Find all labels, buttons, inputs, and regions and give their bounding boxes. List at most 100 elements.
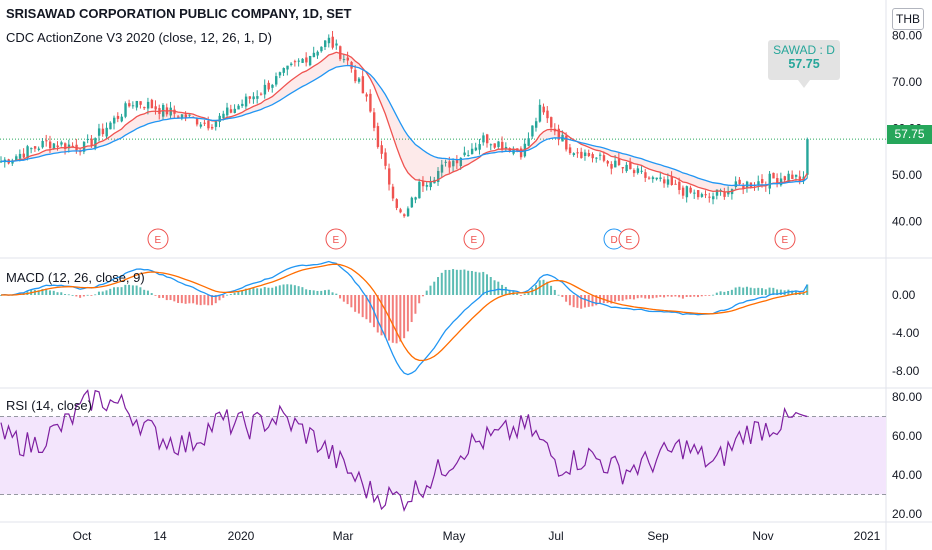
- candle-body: [437, 170, 440, 182]
- macd-bar: [169, 295, 172, 301]
- time-tick-label: Oct: [73, 529, 92, 543]
- candle-body: [357, 78, 361, 82]
- candle-body: [67, 144, 71, 149]
- candle-body: [776, 178, 779, 184]
- macd-bar: [48, 290, 51, 295]
- macd-bar: [550, 285, 553, 295]
- macd-bar: [670, 295, 673, 297]
- candle-body: [109, 122, 112, 130]
- macd-bar: [595, 295, 598, 306]
- candle-body: [723, 192, 726, 197]
- candle-body: [282, 68, 285, 73]
- earnings-marker-letter: E: [333, 235, 340, 246]
- macd-bar: [745, 286, 748, 295]
- macd-bar: [761, 288, 764, 295]
- tag-value: 57.75: [788, 57, 820, 71]
- macd-bar: [139, 287, 142, 295]
- candle-body: [659, 177, 662, 179]
- macd-bar: [648, 295, 650, 299]
- macd-bar: [158, 295, 161, 299]
- candle-body: [410, 197, 414, 208]
- candle-body: [406, 208, 410, 217]
- candle-body: [651, 177, 655, 180]
- macd-bar: [779, 289, 782, 295]
- candle-body: [444, 161, 447, 163]
- candle-body: [308, 55, 312, 66]
- candle-body: [486, 134, 489, 144]
- candle-body: [312, 52, 316, 58]
- macd-bar: [742, 287, 745, 295]
- macd-bar: [339, 295, 342, 299]
- earnings-marker-letter: E: [471, 235, 478, 246]
- macd-bar: [523, 293, 526, 295]
- candle-body: [267, 82, 270, 90]
- rsi-tick-label: 80.00: [892, 390, 922, 404]
- candle-body: [26, 146, 29, 159]
- candle-body: [644, 172, 647, 178]
- macd-bar: [734, 287, 737, 295]
- candle-body: [327, 37, 331, 44]
- macd-bar: [753, 288, 756, 295]
- macd-bar: [365, 295, 368, 320]
- candle-body: [222, 113, 225, 119]
- macd-histogram: [0, 269, 809, 344]
- macd-bar: [663, 295, 666, 298]
- candle-body: [263, 84, 267, 95]
- macd-bar: [452, 269, 455, 295]
- candle-body: [105, 127, 108, 137]
- candle-body: [610, 164, 613, 169]
- macd-bar: [674, 295, 677, 297]
- candle-body: [617, 158, 621, 166]
- candle-body: [241, 103, 244, 106]
- candle-body: [478, 144, 481, 150]
- candle-body: [64, 143, 67, 149]
- macd-bar: [346, 295, 349, 305]
- candle-body: [18, 153, 22, 159]
- macd-bar: [192, 295, 195, 304]
- candle-body: [421, 181, 425, 187]
- candle-body: [248, 96, 252, 99]
- macd-bar: [86, 294, 89, 296]
- candle-body: [286, 65, 289, 70]
- macd-bar: [519, 295, 522, 296]
- candle-body: [97, 128, 101, 136]
- candle-body: [56, 145, 59, 148]
- macd-bar: [342, 295, 345, 302]
- macd-bar: [350, 295, 353, 308]
- candle-body: [403, 214, 406, 217]
- macd-bar: [433, 281, 436, 295]
- macd-bar: [418, 295, 421, 304]
- macd-bar: [282, 284, 285, 295]
- candle-body: [459, 157, 463, 167]
- macd-bar: [406, 295, 409, 332]
- earnings-marker-icon: [618, 228, 640, 250]
- tag-symbol: SAWAD : D: [773, 43, 835, 57]
- candle-body: [531, 125, 534, 137]
- macd-bar: [376, 295, 379, 333]
- currency-button[interactable]: THB: [892, 8, 924, 30]
- macd-bar: [651, 295, 654, 299]
- candle-body: [229, 109, 233, 113]
- macd-bar: [572, 295, 575, 308]
- macd-bar: [482, 271, 485, 295]
- candle-body: [188, 114, 191, 116]
- price-tick-label: 40.00: [892, 215, 922, 229]
- candle-body: [572, 153, 576, 156]
- candle-body: [391, 186, 395, 199]
- candle-body: [226, 107, 229, 116]
- macd-bar: [64, 294, 67, 295]
- candle-body: [700, 194, 704, 197]
- macd-bar: [730, 289, 733, 295]
- macd-bar: [749, 287, 752, 295]
- candle-body: [546, 110, 549, 119]
- candle-body: [798, 176, 802, 183]
- candle-body: [621, 167, 625, 169]
- macd-bar: [116, 287, 119, 295]
- candle-body: [369, 93, 372, 112]
- candle-body: [595, 157, 598, 159]
- candle-body: [143, 107, 146, 109]
- macd-bar: [580, 295, 583, 309]
- macd-bar: [802, 292, 805, 295]
- macd-bar: [37, 290, 40, 295]
- macd-bar: [312, 290, 315, 295]
